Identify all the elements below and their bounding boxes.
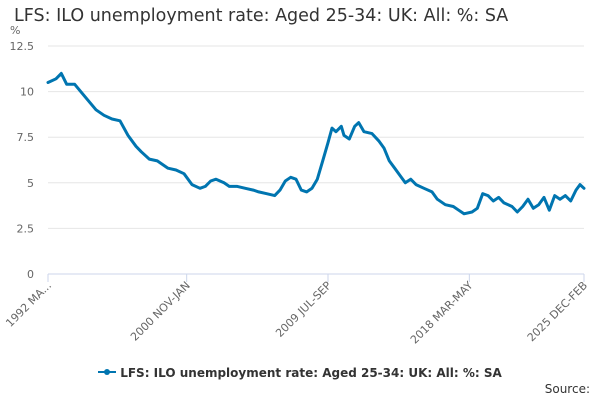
x-tick-label: 1992 MA...	[3, 279, 54, 330]
y-axis-unit: %	[10, 24, 20, 37]
legend-label: LFS: ILO unemployment rate: Aged 25-34: …	[120, 366, 502, 380]
x-tick-label: 2018 MAR-MAY	[408, 279, 476, 347]
y-tick-label: 7.5	[17, 131, 35, 144]
y-axis-ticks: 0 2.5 5 7.5 10 12.5	[10, 40, 35, 281]
source-label: Source:	[544, 382, 590, 396]
x-tick-label: 2009 JUL-SEP	[273, 279, 334, 340]
chart-title: LFS: ILO unemployment rate: Aged 25-34: …	[14, 6, 509, 26]
x-axis-ticks: 1992 MA... 2000 NOV-JAN 2009 JUL-SEP 2018 M…	[3, 274, 590, 347]
y-tick-label: 0	[27, 268, 34, 281]
y-tick-label: 12.5	[10, 40, 35, 53]
x-tick-label: 2000 NOV-JAN	[128, 279, 193, 344]
y-tick-label: 2.5	[17, 222, 35, 235]
legend[interactable]: LFS: ILO unemployment rate: Aged 25-34: …	[0, 366, 600, 380]
y-tick-label: 10	[20, 86, 34, 99]
legend-marker	[98, 366, 117, 378]
x-tick-label: 2025 DEC-FEB	[525, 279, 590, 344]
y-tick-label: 5	[27, 177, 34, 190]
series-line	[46, 71, 586, 216]
